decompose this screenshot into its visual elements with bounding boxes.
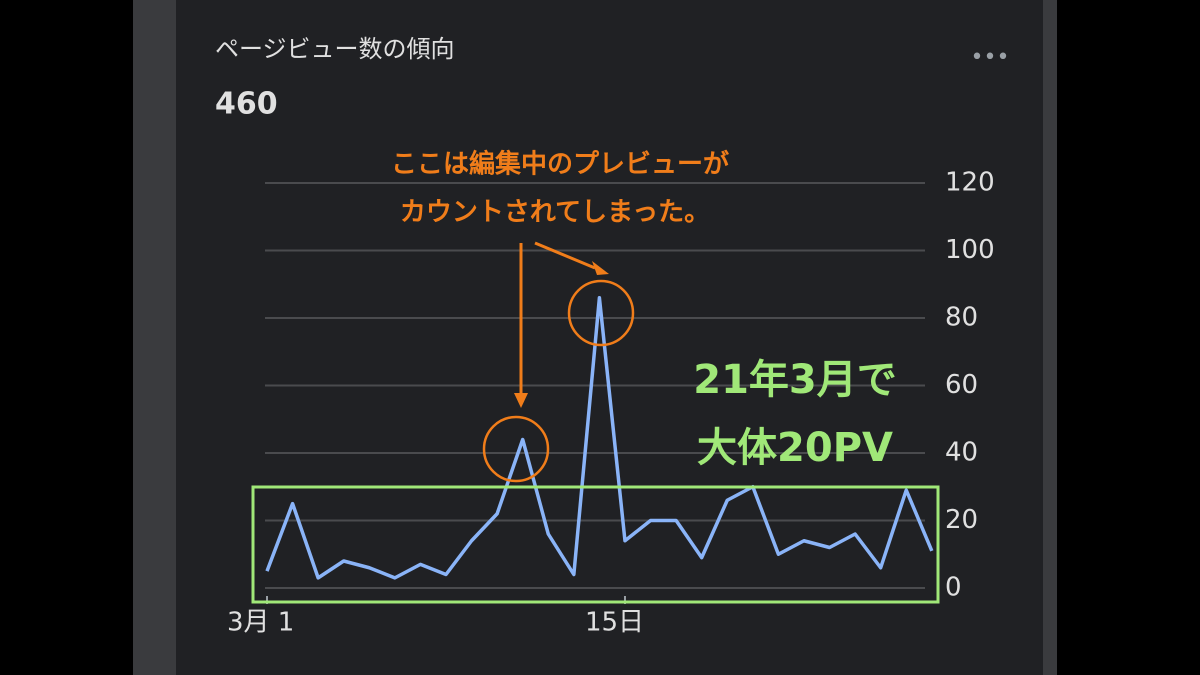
x-tick-label: 15日 [585,608,644,638]
y-tick-label: 80 [945,303,978,333]
highlight-circle [567,279,635,347]
y-tick-label: 40 [945,438,978,468]
y-tick-label: 100 [945,235,995,265]
highlight-circle [482,415,550,483]
annotation: カウントされてしまった。 [400,198,710,228]
x-tick-label: 3月 1 [227,608,294,638]
highlight-box [251,485,940,604]
card-title: ページビュー数の傾向 [215,35,455,63]
y-tick-label: 60 [945,370,978,400]
arrow-head [514,393,528,408]
menu-button[interactable]: ••• [971,45,1010,70]
plot: 0 20 40 60 80 100 120 3月 1 15日 [227,168,995,638]
annotation: 21年3月で [693,357,897,403]
arrow [534,241,596,270]
line [265,296,934,580]
card [176,0,1043,675]
arrow-head [592,261,609,275]
y-tick-label: 0 [945,573,962,603]
y-tick-label: 120 [945,168,995,198]
y-tick-label: 20 [945,505,978,535]
annotation: ここは編集中のプレビューが [391,149,729,180]
annotation: 大体20PV [697,425,893,471]
total: 460 [215,87,278,122]
